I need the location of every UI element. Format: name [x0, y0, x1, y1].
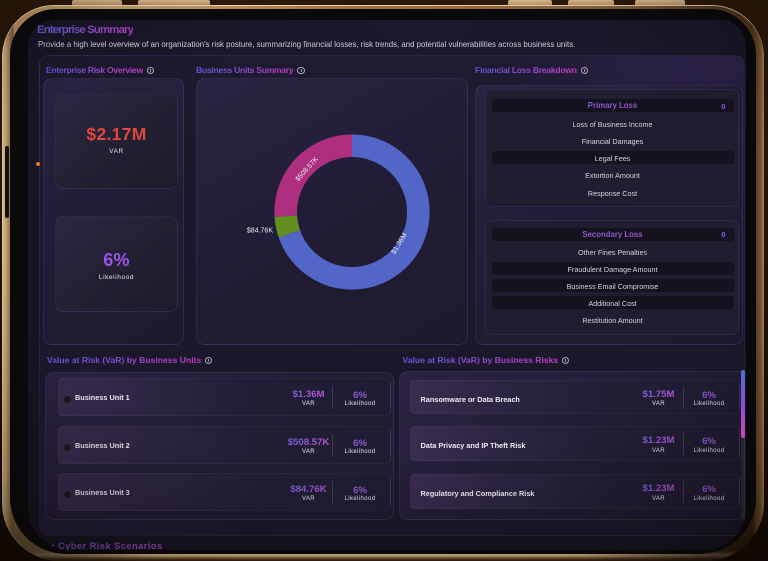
- svg-text:$84.76K: $84.76K: [247, 227, 273, 234]
